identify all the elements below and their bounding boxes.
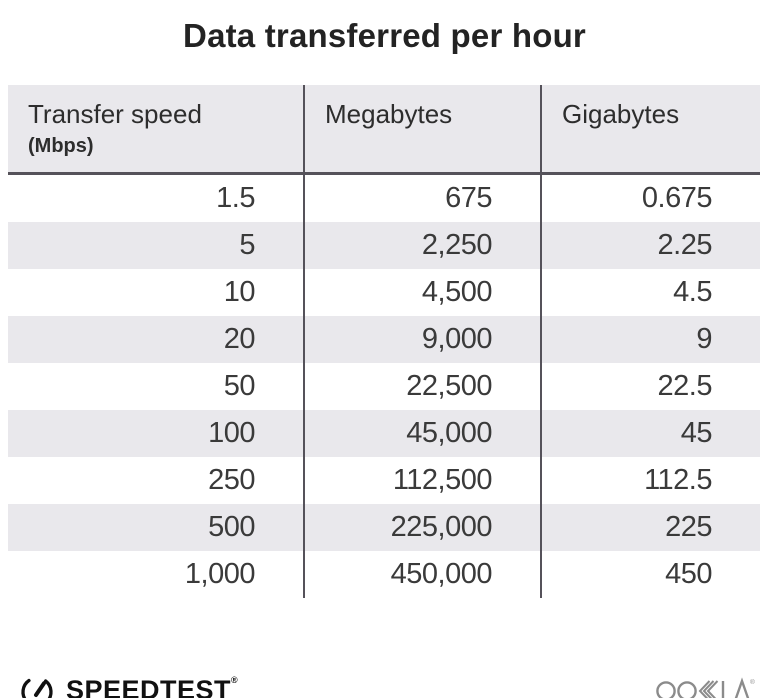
column-header-label: Transfer speed xyxy=(28,99,202,129)
speedtest-wordmark: SPEEDTEST® xyxy=(66,674,239,698)
cell-gigabytes: 112.5 xyxy=(540,457,760,504)
cell-gigabytes: 9 xyxy=(540,316,760,363)
cell-transfer-speed: 100 xyxy=(208,417,255,449)
cell-megabytes: 675 xyxy=(303,175,540,222)
data-table: Transfer speed (Mbps) Megabytes Gigabyte… xyxy=(8,85,760,598)
cell-megabytes: 112,500 xyxy=(303,457,540,504)
column-header-label: Gigabytes xyxy=(562,99,680,129)
ookla-logo: ® xyxy=(656,677,755,698)
column-header-gigabytes: Gigabytes xyxy=(540,85,760,172)
cell-transfer-speed: 1,000 xyxy=(184,558,256,590)
cell-transfer-speed: 500 xyxy=(208,511,255,543)
cell-megabytes: 4,500 xyxy=(303,269,540,316)
table-row: 5 2,250 2.25 xyxy=(8,222,760,269)
cell-megabytes: 2,250 xyxy=(303,222,540,269)
cell-megabytes: 45,000 xyxy=(303,410,540,457)
cell-transfer-speed: 20 xyxy=(223,323,256,355)
table-row: 1,000 450,000 450 xyxy=(8,551,760,598)
registered-trademark-symbol: ® xyxy=(750,678,755,686)
table-row: 50 22,500 22.5 xyxy=(8,363,760,410)
cell-transfer-speed: 50 xyxy=(223,370,256,402)
table-row: 20 9,000 9 xyxy=(8,316,760,363)
table-row: 10 4,500 4.5 xyxy=(8,269,760,316)
table-row: 1.5 675 0.675 xyxy=(8,175,760,222)
cell-megabytes: 22,500 xyxy=(303,363,540,410)
page-title: Data transferred per hour xyxy=(183,17,586,54)
table-row: 100 45,000 45 xyxy=(8,410,760,457)
column-header-label: Megabytes xyxy=(325,99,453,129)
table-row: 500 225,000 225 xyxy=(8,504,760,551)
column-header-unit: (Mbps) xyxy=(28,135,94,157)
speedtest-gauge-icon xyxy=(21,678,53,698)
cell-transfer-speed: 10 xyxy=(223,276,256,308)
cell-transfer-speed: 250 xyxy=(208,464,255,496)
table-body: 1.5 675 0.675 5 2,250 2.25 10 4,500 4.5 … xyxy=(8,175,760,598)
cell-gigabytes: 45 xyxy=(540,410,760,457)
cell-gigabytes: 0.675 xyxy=(540,175,760,222)
cell-megabytes: 225,000 xyxy=(303,504,540,551)
cell-megabytes: 9,000 xyxy=(303,316,540,363)
cell-gigabytes: 22.5 xyxy=(540,363,760,410)
cell-megabytes: 450,000 xyxy=(303,551,540,598)
column-header-megabytes: Megabytes xyxy=(303,85,540,172)
speedtest-logo: SPEEDTEST® xyxy=(17,670,238,698)
footer: SPEEDTEST® ® xyxy=(17,667,755,698)
registered-trademark-symbol: ® xyxy=(231,674,239,685)
table-header-row: Transfer speed (Mbps) Megabytes Gigabyte… xyxy=(8,85,760,175)
cell-transfer-speed: 1.5 xyxy=(216,182,255,214)
cell-transfer-speed: 5 xyxy=(239,229,255,261)
cell-gigabytes: 4.5 xyxy=(540,269,760,316)
table-row: 250 112,500 112.5 xyxy=(8,457,760,504)
cell-gigabytes: 450 xyxy=(540,551,760,598)
cell-gigabytes: 2.25 xyxy=(540,222,760,269)
column-header-transfer-speed: Transfer speed (Mbps) xyxy=(8,85,303,172)
cell-gigabytes: 225 xyxy=(540,504,760,551)
